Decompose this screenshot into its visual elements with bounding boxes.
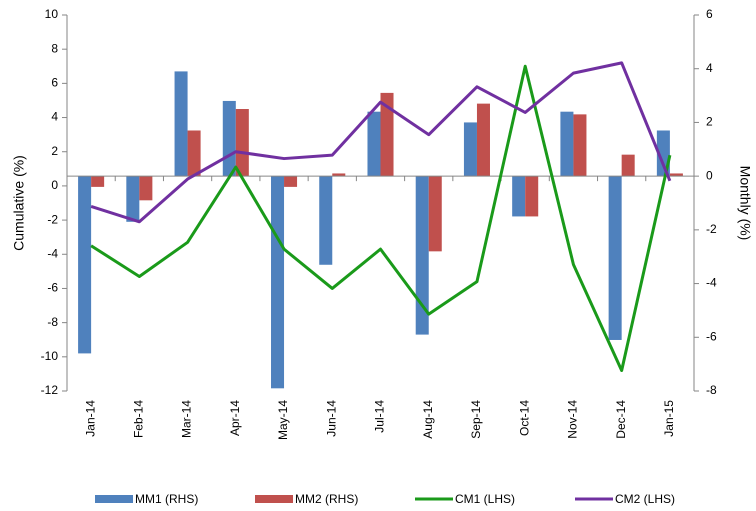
bar: [271, 176, 285, 389]
legend-label: CM1 (LHS): [455, 492, 515, 506]
x-tick-label: Dec-14: [614, 400, 628, 439]
line: [90, 61, 672, 224]
y-tick-label: 10: [45, 7, 59, 21]
y2-tick-label: 6: [706, 7, 713, 21]
bar: [573, 114, 587, 177]
legend-label: CM2 (LHS): [615, 492, 675, 506]
legend-swatch: [255, 495, 293, 503]
bar: [380, 92, 394, 177]
bar: [332, 173, 346, 177]
bar: [319, 176, 333, 265]
x-tick-label: Feb-14: [132, 400, 146, 438]
y-tick-label: 0: [51, 178, 58, 192]
line: [90, 64, 672, 372]
bar: [126, 176, 140, 222]
y2-tick-label: -8: [706, 383, 717, 397]
bar: [187, 130, 201, 177]
y2-tick-label: 0: [706, 168, 713, 182]
x-tick-label: Jun-14: [324, 400, 338, 437]
bar: [621, 154, 635, 177]
bar: [222, 100, 236, 177]
y2-tick-label: 4: [706, 61, 713, 75]
x-tick-label: Jan-14: [83, 400, 97, 437]
legend-label: MM2 (RHS): [295, 492, 358, 506]
legend-swatch: [95, 495, 133, 503]
bar: [91, 176, 105, 187]
y2-tick-label: 2: [706, 115, 713, 129]
bar: [512, 176, 526, 217]
bar: [476, 103, 490, 177]
bar: [608, 176, 622, 340]
y-tick-label: -2: [47, 212, 58, 226]
bar: [560, 111, 574, 177]
bar: [367, 111, 381, 177]
bar: [669, 173, 683, 177]
bar: [78, 176, 92, 354]
x-tick-label: Apr-14: [228, 400, 242, 436]
y-tick-label: -4: [47, 246, 58, 260]
bar: [463, 122, 477, 177]
y-tick-label: -8: [47, 315, 58, 329]
y-tick-label: 4: [51, 110, 58, 124]
bar: [235, 109, 249, 177]
bar: [174, 71, 188, 177]
bar: [525, 176, 539, 217]
y-tick-label: -12: [41, 383, 59, 397]
y-axis-title: Cumulative (%): [11, 155, 27, 251]
bar: [284, 176, 298, 187]
x-tick-label: Jul-14: [373, 400, 387, 433]
y-tick-label: -6: [47, 281, 58, 295]
y2-tick-label: -4: [706, 276, 717, 290]
x-tick-label: Oct-14: [517, 400, 531, 436]
x-tick-label: Jan-15: [662, 400, 676, 437]
x-tick-label: Nov-14: [566, 400, 580, 439]
y-tick-label: 6: [51, 76, 58, 90]
legend-label: MM1 (RHS): [135, 492, 198, 506]
bar: [139, 176, 153, 201]
y2-tick-label: -6: [706, 329, 717, 343]
y-tick-label: 2: [51, 144, 58, 158]
y-tick-label: -10: [41, 349, 59, 363]
bar: [415, 176, 429, 335]
y2-axis-title: Monthly (%): [737, 166, 753, 241]
x-tick-label: May-14: [276, 400, 290, 440]
y2-tick-label: -2: [706, 222, 717, 236]
bar: [428, 176, 442, 252]
y-tick-label: 8: [51, 41, 58, 55]
x-tick-label: Aug-14: [421, 400, 435, 439]
x-tick-label: Mar-14: [180, 400, 194, 438]
x-tick-label: Sep-14: [469, 400, 483, 439]
